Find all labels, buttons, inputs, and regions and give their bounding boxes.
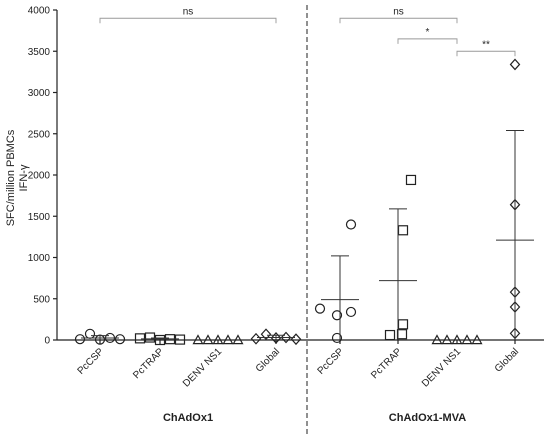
data-point-circle <box>74 334 86 345</box>
x-tick-label: PcCSP <box>76 346 107 377</box>
y-tick-label: 1000 <box>28 253 51 264</box>
data-point-circle <box>345 219 357 230</box>
significance-label: ns <box>183 6 194 17</box>
y-tick-label: 2000 <box>28 171 51 182</box>
y-tick-label: 3000 <box>28 88 51 99</box>
data-point-square <box>405 174 417 186</box>
y-tick-label: 2500 <box>28 129 51 140</box>
significance-bracket <box>99 17 277 24</box>
y-tick-label: 1500 <box>28 212 51 223</box>
x-tick-label: PcTRAP <box>131 346 166 381</box>
y-tick-label: 4000 <box>28 6 51 17</box>
significance-brackets: ns ns*** <box>99 6 516 57</box>
y-axis: 0 500 1000 1500 2000 2500 3000 3500 4000 <box>28 6 58 347</box>
significance-label: * <box>426 27 430 38</box>
data-point-square <box>384 329 396 341</box>
data-point-circle <box>114 334 126 345</box>
x-tick-label: PcCSP <box>316 346 347 377</box>
group-label-chadox1: ChAdOx1 <box>163 412 213 424</box>
data-point-circle <box>345 306 357 318</box>
significance-label: ns <box>393 6 404 17</box>
x-tick-label: DENV NS1 <box>420 346 463 389</box>
data-point-square <box>134 333 146 344</box>
data-point-circle <box>314 303 326 314</box>
significance-label: ** <box>482 39 490 50</box>
x-tick-label: Global <box>493 346 521 374</box>
data-point-square <box>397 225 409 236</box>
y-tick-label: 500 <box>33 294 50 305</box>
data-point-circle <box>331 310 343 321</box>
x-tick-label: Global <box>254 346 282 374</box>
significance-bracket <box>456 50 516 57</box>
data-point-circle <box>84 328 96 339</box>
group-label-chadox1-mva: ChAdOx1-MVA <box>389 412 466 424</box>
data-point-diamond <box>250 332 262 345</box>
y-tick-label: 0 <box>44 336 50 347</box>
data-point-diamond <box>509 58 521 71</box>
data-point-diamond <box>260 328 272 341</box>
data-points <box>74 58 521 346</box>
data-point-square <box>397 319 409 330</box>
y-tick-label: 3500 <box>28 47 51 58</box>
x-tick-label: PcTRAP <box>369 346 404 381</box>
y-axis-label-unit: IFN-γ <box>18 164 30 191</box>
x-axis: PcCSP PcTRAP DENV NS1 Global PcCSP PcTRAP DENV… <box>57 339 544 389</box>
significance-bracket <box>339 17 458 24</box>
significance-bracket <box>397 38 458 44</box>
y-axis-label: SFC/million PBMCs <box>5 129 17 226</box>
data-point-square <box>396 329 408 340</box>
x-tick-label: DENV NS1 <box>181 346 224 389</box>
data-point-diamond <box>290 333 302 346</box>
